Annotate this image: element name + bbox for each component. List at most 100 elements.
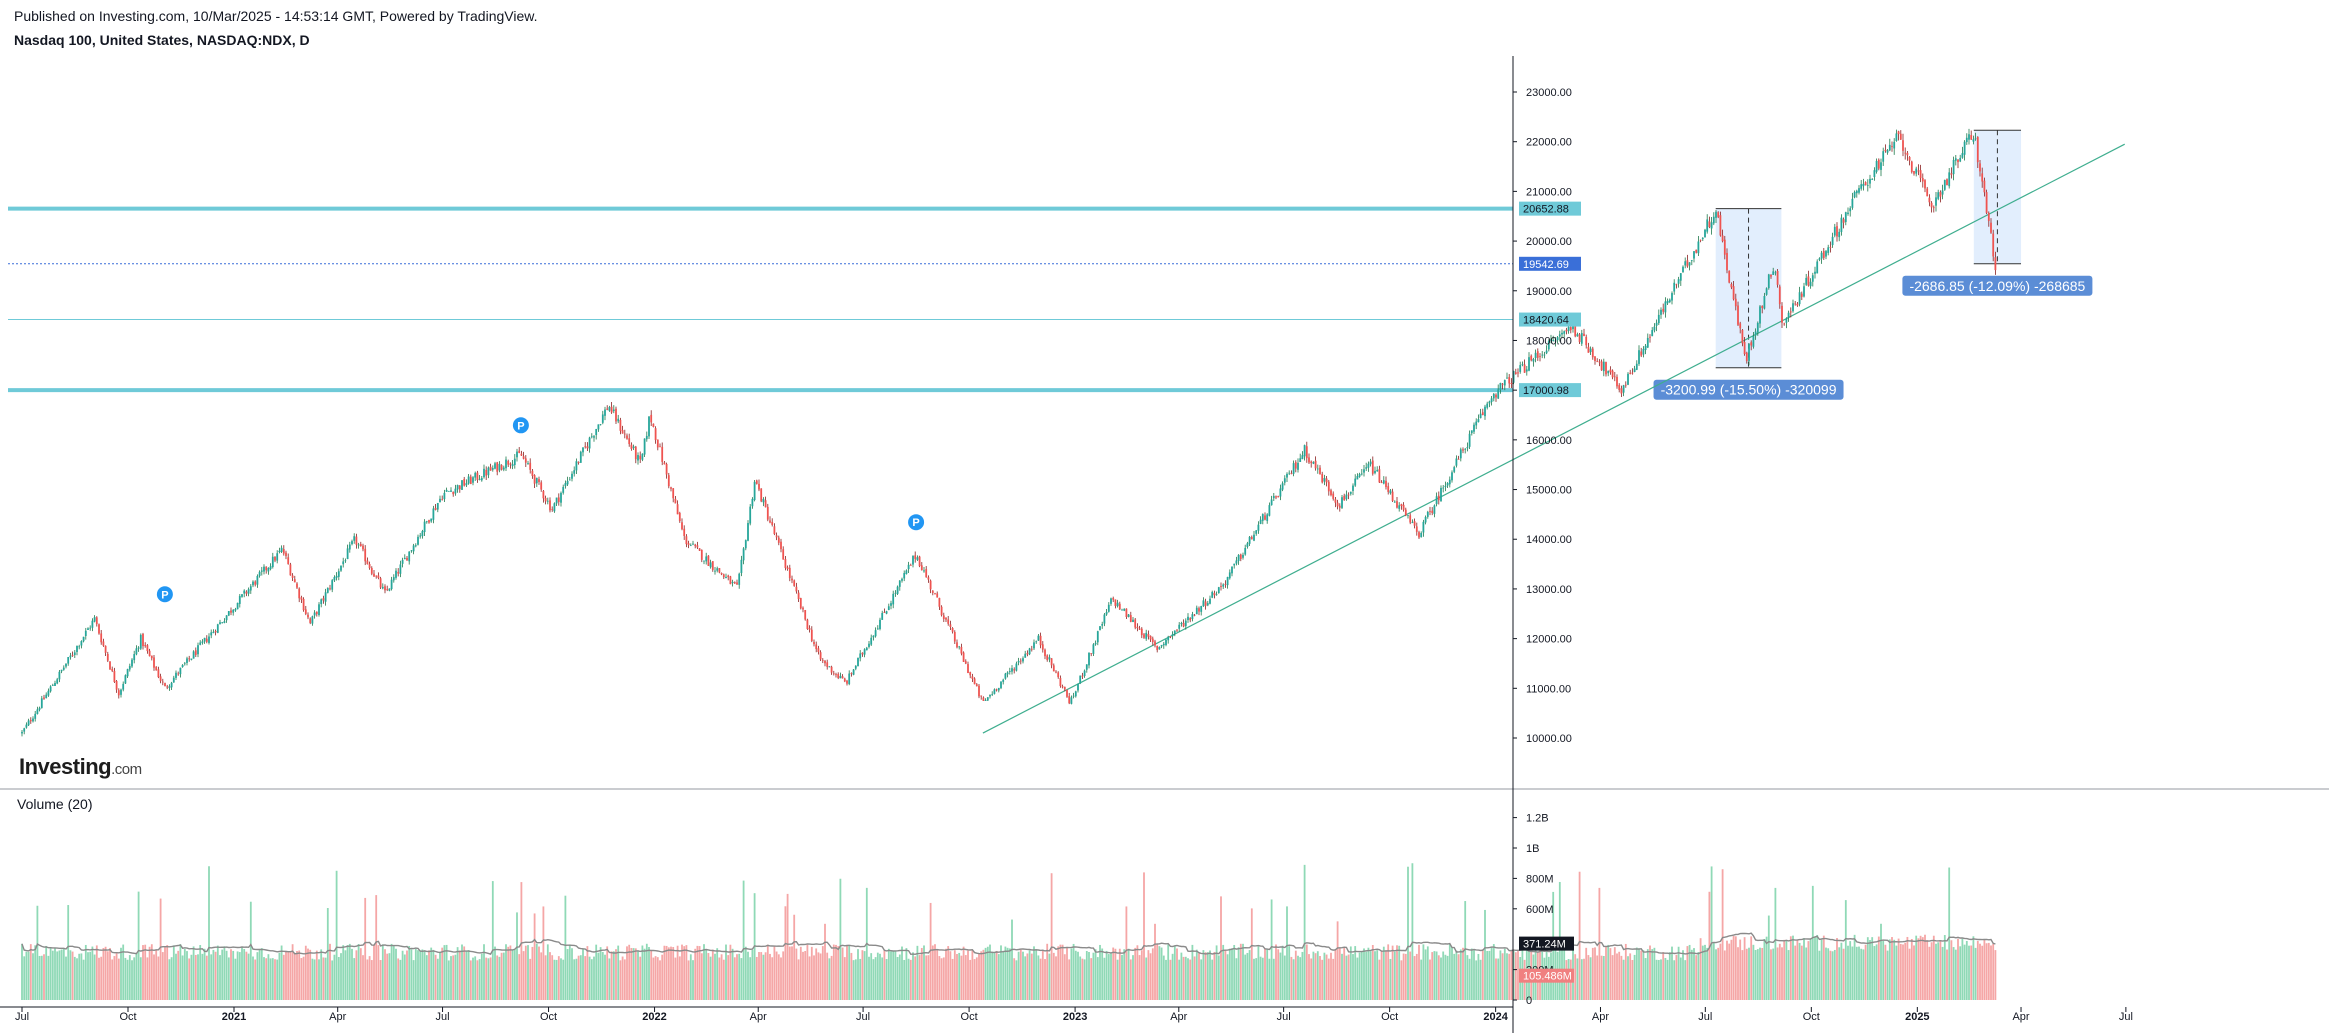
date-tick-label: Apr — [750, 1011, 767, 1023]
candle-body — [777, 537, 780, 543]
candle-body — [553, 503, 556, 512]
volume-bar — [1382, 946, 1385, 1000]
candle-body — [1341, 497, 1343, 508]
candle-body — [1954, 158, 1957, 161]
volume-bar — [1836, 938, 1838, 1000]
volume-bar — [32, 953, 34, 1000]
candle-body — [1096, 631, 1099, 643]
candle-body — [980, 695, 983, 697]
candle-body — [1477, 419, 1480, 423]
volume-bar — [128, 955, 131, 1000]
volume-bar — [868, 956, 870, 1000]
candle-body — [918, 556, 921, 567]
candle-body — [1512, 370, 1515, 383]
volume-bar — [731, 948, 734, 1000]
volume-bar — [62, 948, 65, 1000]
candle-body — [1904, 152, 1907, 154]
candle-body — [1393, 501, 1396, 503]
date-tick-label: Jul — [15, 1011, 29, 1023]
candle-body — [938, 597, 941, 607]
candle-body — [1079, 675, 1082, 684]
volume-bar — [478, 959, 481, 1000]
candle-body — [1107, 604, 1110, 612]
candle-body — [1290, 473, 1293, 475]
candle-body — [1616, 376, 1618, 387]
volume-bar — [1457, 954, 1460, 1000]
candle-body — [428, 520, 430, 523]
volume-bar — [1875, 944, 1878, 1000]
candle-body — [456, 484, 459, 490]
candle-body — [1950, 173, 1953, 175]
volume-bar — [874, 957, 877, 1000]
candle-body — [1770, 274, 1772, 277]
volume-bar — [227, 957, 230, 1000]
volume-bar — [186, 951, 188, 1000]
volume-bar — [1367, 947, 1370, 1000]
candle-body — [1475, 421, 1478, 426]
volume-bar — [1800, 945, 1803, 1000]
event-markers[interactable]: P P P — [156, 417, 925, 603]
candle-body — [1712, 216, 1715, 224]
volume-bar — [764, 952, 767, 1000]
candle-body — [1343, 495, 1346, 501]
candle-body — [412, 545, 415, 552]
candle-body — [285, 552, 287, 557]
candle-body — [1686, 260, 1689, 267]
candle-body — [304, 609, 307, 614]
candle-body — [1145, 632, 1148, 639]
candle-body — [720, 572, 723, 575]
volume-bar — [1651, 949, 1654, 1000]
volume-bar — [1011, 919, 1013, 1000]
level-tag-label: 17000.98 — [1523, 385, 1569, 397]
volume-bar — [450, 956, 452, 1000]
candle-body — [1875, 160, 1878, 172]
candle-body — [1959, 157, 1962, 162]
volume-bar — [1891, 937, 1893, 1000]
candle-body — [1083, 670, 1086, 677]
volume-bar — [364, 897, 367, 1000]
volume-bar — [1849, 941, 1852, 1000]
candle-body — [1382, 480, 1385, 484]
candle-body — [736, 582, 738, 585]
candle-body — [1486, 403, 1489, 408]
event-marker[interactable]: P — [512, 417, 529, 434]
volume-bar — [777, 954, 780, 1000]
volume-bar — [1627, 956, 1629, 1000]
volume-bar — [817, 952, 820, 1000]
volume-bar — [1814, 936, 1816, 1000]
candle-body — [232, 609, 235, 613]
volume-bar — [1873, 946, 1876, 1000]
volume-bar — [362, 955, 364, 1000]
candle-body — [1726, 252, 1728, 271]
measure-boxes[interactable]: -3200.99 (-15.50%) -320099-2686.85 (-12.… — [1653, 129, 2093, 400]
volume-bar — [531, 946, 534, 1000]
candle-body — [256, 575, 259, 585]
volume-bar — [1063, 954, 1066, 1000]
volume-bar — [397, 958, 400, 1000]
candle-body — [216, 624, 219, 633]
candle-body — [1074, 691, 1077, 697]
candle-body — [1066, 689, 1068, 697]
candle-body — [876, 628, 879, 630]
candle-body — [1765, 288, 1768, 295]
volume-bar — [1363, 948, 1365, 1000]
candle-body — [749, 506, 752, 524]
candle-body — [1237, 554, 1240, 561]
volume-bar — [21, 943, 23, 1000]
volume-bar — [476, 960, 479, 1000]
event-marker[interactable]: P — [908, 514, 925, 531]
candle-body — [247, 589, 250, 594]
volume-bar — [1734, 936, 1737, 1000]
event-marker[interactable]: P — [156, 586, 173, 603]
volume-bar — [302, 956, 305, 1000]
level-tag-label: 18420.64 — [1523, 315, 1569, 327]
volume-bar — [615, 949, 617, 1000]
candle-body — [1690, 260, 1693, 262]
volume-bar — [1688, 944, 1691, 1000]
volume-bar — [324, 957, 327, 1000]
candle-body — [476, 472, 479, 480]
volume-bar — [1242, 943, 1244, 1000]
volume-bar — [1301, 951, 1304, 1000]
volume-bar — [1613, 947, 1616, 1000]
